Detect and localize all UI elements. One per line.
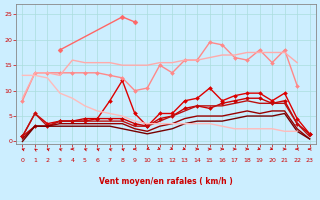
X-axis label: Vent moyen/en rafales ( km/h ): Vent moyen/en rafales ( km/h ) bbox=[99, 177, 233, 186]
